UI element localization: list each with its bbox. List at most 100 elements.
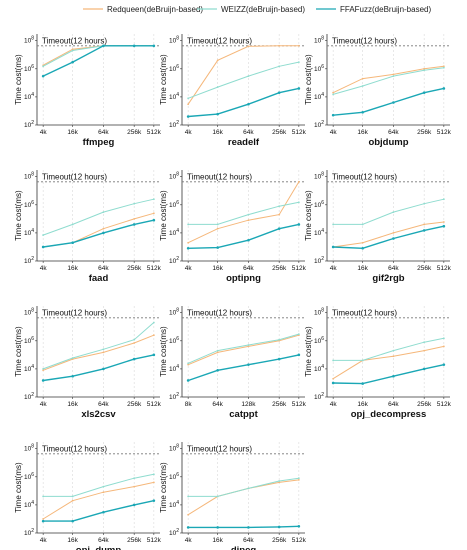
- y-tick-label: 108: [169, 36, 179, 45]
- y-tick-label: 106: [24, 336, 34, 345]
- data-point: [102, 491, 105, 494]
- x-tick-label: 4k: [330, 401, 338, 408]
- data-point: [247, 344, 250, 346]
- data-point: [187, 223, 190, 226]
- data-point: [442, 224, 446, 228]
- y-axis-label: Time cost(ms): [159, 54, 168, 105]
- x-tick-label: 512k: [147, 265, 162, 272]
- data-point: [102, 348, 105, 351]
- timeout-label: Timeout(12 hours): [332, 308, 397, 317]
- data-point: [186, 247, 190, 250]
- data-point: [247, 526, 250, 529]
- series-line: [333, 87, 445, 116]
- data-point: [71, 499, 74, 502]
- series-line: [42, 354, 154, 382]
- legend-item: FFAFuzz(deBruijn-based): [316, 5, 431, 14]
- data-point: [247, 345, 250, 348]
- data-point: [361, 223, 364, 226]
- data-point: [332, 377, 335, 380]
- x-tick-label: 4k: [330, 265, 338, 272]
- y-axis-label: Time cost(ms): [304, 190, 313, 241]
- x-tick-label: 256k: [417, 265, 432, 272]
- data-point: [361, 382, 364, 385]
- data-point: [423, 349, 426, 352]
- data-point: [132, 357, 136, 361]
- x-tick-label: 4k: [330, 129, 338, 136]
- data-point: [41, 74, 45, 78]
- data-point: [442, 65, 445, 68]
- x-tick-label: 512k: [437, 265, 452, 272]
- data-point: [216, 349, 219, 352]
- y-axis-label: Time cost(ms): [159, 190, 168, 241]
- x-tick-label: 16k: [212, 129, 223, 136]
- x-tick-label: 16k: [212, 537, 223, 544]
- series-line: [187, 479, 299, 516]
- data-point: [42, 518, 45, 520]
- data-point: [187, 513, 190, 516]
- data-point: [361, 111, 364, 114]
- y-tick-label: 108: [24, 444, 34, 453]
- x-tick-label: 512k: [147, 401, 162, 408]
- data-point: [216, 223, 219, 226]
- data-point: [297, 180, 300, 183]
- timeout-label: Timeout(12 hours): [42, 36, 107, 45]
- y-tick-label: 108: [24, 172, 34, 181]
- data-point: [71, 357, 74, 359]
- x-tick-label: 128k: [241, 401, 256, 408]
- data-point: [152, 473, 155, 476]
- y-tick-label: 106: [314, 200, 324, 209]
- x-tick-label: 256k: [127, 537, 142, 544]
- y-tick-label: 102: [169, 528, 179, 537]
- series-line: [333, 198, 445, 225]
- data-point: [133, 477, 136, 480]
- y-tick-label: 106: [169, 336, 179, 345]
- data-point: [297, 479, 300, 481]
- data-point: [132, 223, 136, 226]
- y-tick-label: 102: [314, 392, 324, 401]
- x-tick-label: 512k: [147, 537, 162, 544]
- timeout-label: Timeout(12 hours): [42, 444, 107, 453]
- data-point: [132, 503, 136, 507]
- x-tick-label: 4k: [185, 265, 193, 272]
- x-tick-label: 4k: [185, 129, 193, 136]
- legend: Redqueen(deBruijn-based) WEIZZ(deBruijn-b…: [83, 5, 431, 14]
- y-tick-label: 104: [169, 92, 179, 101]
- data-point: [187, 362, 190, 365]
- data-point: [332, 93, 335, 96]
- data-point: [102, 44, 105, 48]
- data-point: [71, 495, 74, 498]
- data-point: [422, 229, 426, 232]
- data-point: [41, 379, 45, 382]
- data-point: [71, 223, 74, 226]
- series-line: [188, 477, 299, 497]
- y-tick-label: 102: [314, 120, 324, 129]
- data-point: [442, 198, 445, 201]
- timeout-label: Timeout(12 hours): [187, 36, 252, 45]
- x-tick-label: 512k: [292, 537, 307, 544]
- data-point: [133, 202, 136, 205]
- x-tick-label: 64k: [212, 401, 223, 408]
- data-point: [71, 374, 74, 378]
- data-point: [71, 519, 74, 523]
- data-point: [278, 481, 281, 484]
- x-tick-label: 512k: [292, 129, 307, 136]
- y-tick-label: 104: [24, 228, 34, 237]
- x-tick-label: 256k: [127, 129, 142, 136]
- x-tick-label: 512k: [292, 401, 307, 408]
- x-tick-label: 256k: [417, 129, 432, 136]
- chart-title: xls2csv: [81, 409, 116, 420]
- data-point: [216, 246, 219, 249]
- chart-title: catppt: [229, 409, 258, 420]
- data-point: [247, 45, 250, 48]
- timeout-label: Timeout(12 hours): [187, 172, 252, 181]
- y-tick-label: 102: [24, 120, 34, 129]
- y-axis-label: Time cost(ms): [14, 326, 23, 377]
- legend-item: WEIZZ(deBruijn-based): [197, 5, 305, 14]
- data-point: [392, 101, 395, 104]
- x-tick-label: 16k: [357, 265, 368, 272]
- data-point: [423, 202, 426, 205]
- x-tick-label: 64k: [98, 265, 109, 272]
- data-point: [247, 75, 250, 78]
